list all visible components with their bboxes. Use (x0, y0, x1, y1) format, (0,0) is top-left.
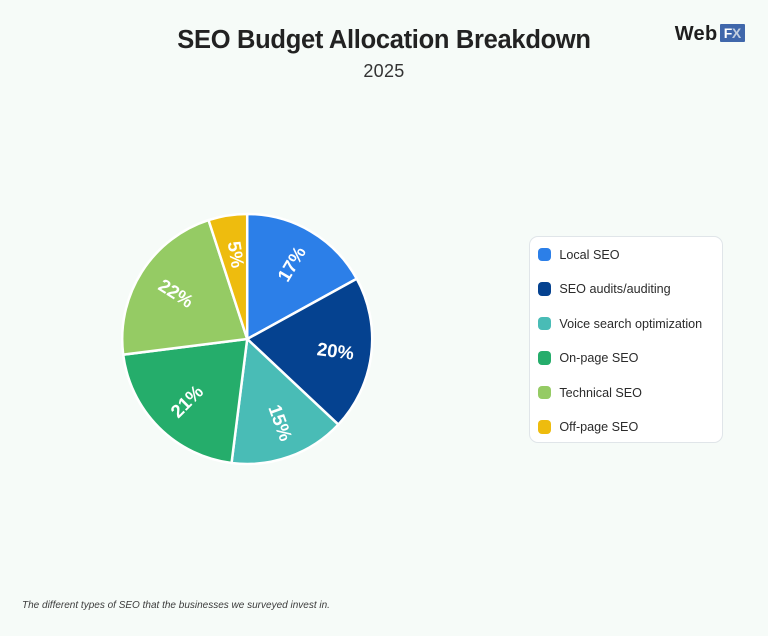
svg-text:5%: 5% (224, 240, 249, 270)
svg-text:20%: 20% (316, 338, 355, 363)
